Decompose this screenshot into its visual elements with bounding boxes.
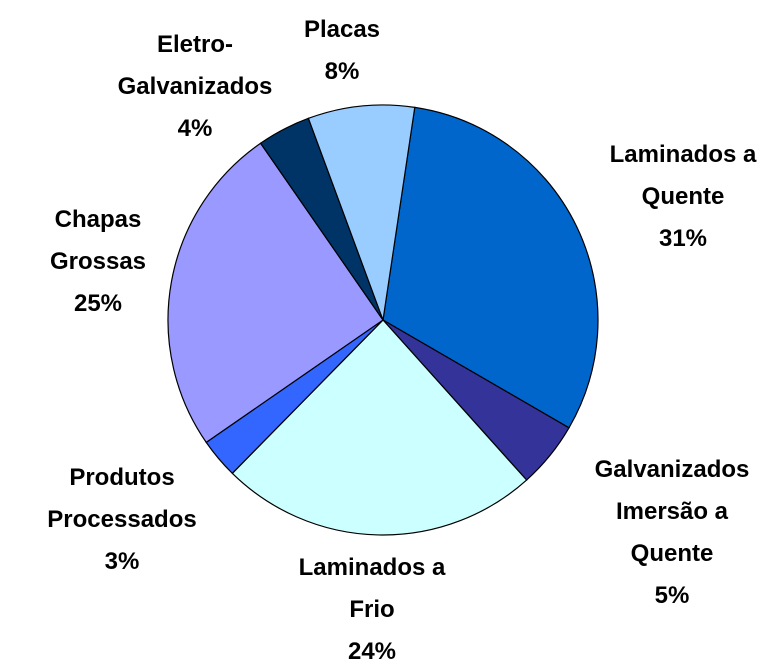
slice-label: Produtos Processados 3% <box>47 457 196 583</box>
slice-label: Chapas Grossas 25% <box>50 199 146 325</box>
percent-label: 4% <box>177 115 213 142</box>
slice-label: Eletro- Galvanizados 4% <box>118 24 273 150</box>
category-label: Chapas Grossas <box>49 206 147 275</box>
category-label: Laminados a Quente <box>609 141 757 210</box>
slice-label: Galvanizados Imersão a Quente 5% <box>595 449 750 617</box>
pie-slice <box>167 142 384 444</box>
category-label: Placas <box>303 16 381 43</box>
category-label: Produtos Processados <box>47 464 197 533</box>
category-label: Galvanizados Imersão a Quente <box>594 456 750 567</box>
slice-label: Laminados a Frio 24% <box>299 547 446 665</box>
percent-label: 3% <box>104 548 140 575</box>
slice-label: Placas 8% <box>304 9 380 93</box>
pie-slice <box>307 104 416 321</box>
category-label: Eletro- Galvanizados <box>117 31 273 100</box>
percent-label: 8% <box>324 58 360 85</box>
percent-label: 31% <box>658 225 708 252</box>
pie-slice <box>382 106 599 429</box>
slice-label: Laminados a Quente 31% <box>610 134 757 260</box>
percent-label: 5% <box>654 582 690 609</box>
category-label: Laminados a Frio <box>298 554 446 623</box>
pie-slice <box>231 319 528 536</box>
percent-label: 25% <box>73 290 123 317</box>
percent-label: 24% <box>347 638 397 665</box>
